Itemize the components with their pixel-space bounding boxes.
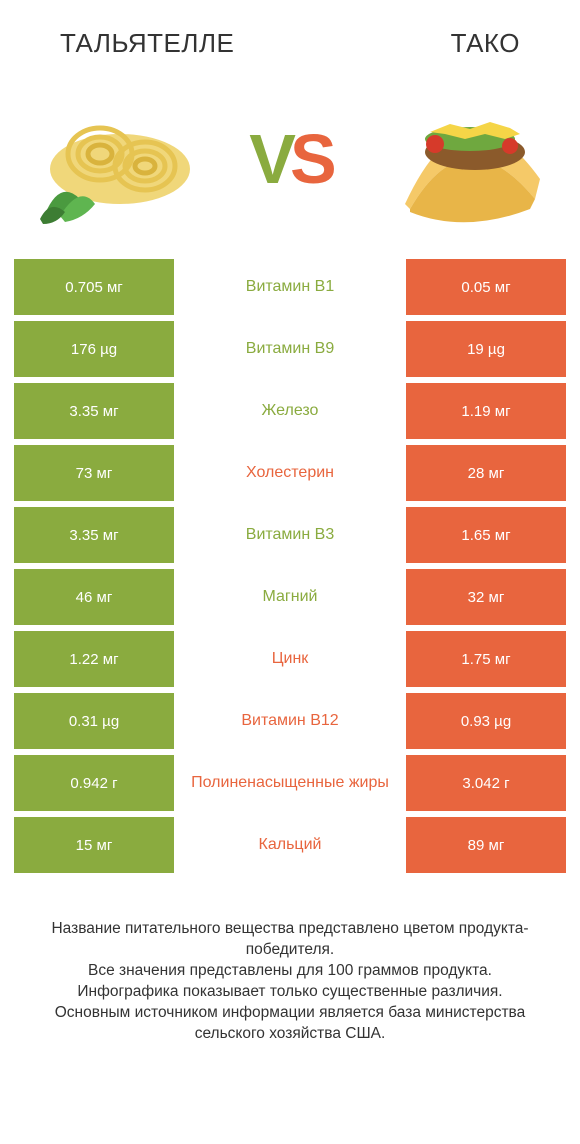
left-product-title: ТАЛЬЯТЕЛЛЕ xyxy=(60,28,234,59)
left-value-cell: 15 мг xyxy=(14,817,174,873)
table-row: 73 мгХолестерин28 мг xyxy=(14,445,566,501)
vs-s: S xyxy=(290,119,331,199)
footer-line: Основным источником информации является … xyxy=(24,1003,556,1045)
comparison-table: 0.705 мгВитамин B10.05 мг176 µgВитамин B… xyxy=(14,259,566,873)
vs-label: VS xyxy=(249,119,330,199)
right-value-cell: 28 мг xyxy=(406,445,566,501)
table-row: 0.705 мгВитамин B10.05 мг xyxy=(14,259,566,315)
left-value-cell: 3.35 мг xyxy=(14,383,174,439)
table-row: 15 мгКальций89 мг xyxy=(14,817,566,873)
nutrient-label: Железо xyxy=(174,383,406,439)
right-value-cell: 32 мг xyxy=(406,569,566,625)
nutrient-label: Витамин B1 xyxy=(174,259,406,315)
right-product-title: ТАКО xyxy=(451,28,520,59)
nutrient-label: Цинк xyxy=(174,631,406,687)
footer-line: Название питательного вещества представл… xyxy=(24,919,556,961)
footer-notes: Название питательного вещества представл… xyxy=(0,879,580,1045)
left-value-cell: 3.35 мг xyxy=(14,507,174,563)
right-value-cell: 1.65 мг xyxy=(406,507,566,563)
table-row: 3.35 мгВитамин B31.65 мг xyxy=(14,507,566,563)
nutrient-label: Полиненасыщенные жиры xyxy=(174,755,406,811)
table-row: 3.35 мгЖелезо1.19 мг xyxy=(14,383,566,439)
left-value-cell: 1.22 мг xyxy=(14,631,174,687)
nutrient-label: Витамин B9 xyxy=(174,321,406,377)
footer-line: Инфографика показывает только существенн… xyxy=(24,982,556,1003)
nutrient-label: Витамин B3 xyxy=(174,507,406,563)
nutrient-label: Кальций xyxy=(174,817,406,873)
left-value-cell: 46 мг xyxy=(14,569,174,625)
table-row: 0.942 гПолиненасыщенные жиры3.042 г xyxy=(14,755,566,811)
left-value-cell: 0.942 г xyxy=(14,755,174,811)
taco-image xyxy=(370,79,560,239)
left-value-cell: 176 µg xyxy=(14,321,174,377)
table-row: 1.22 мгЦинк1.75 мг xyxy=(14,631,566,687)
right-value-cell: 19 µg xyxy=(406,321,566,377)
left-value-cell: 0.31 µg xyxy=(14,693,174,749)
left-value-cell: 0.705 мг xyxy=(14,259,174,315)
nutrient-label: Холестерин xyxy=(174,445,406,501)
table-row: 176 µgВитамин B919 µg xyxy=(14,321,566,377)
nutrient-label: Витамин B12 xyxy=(174,693,406,749)
images-row: VS xyxy=(0,69,580,259)
right-value-cell: 3.042 г xyxy=(406,755,566,811)
right-value-cell: 0.05 мг xyxy=(406,259,566,315)
table-row: 0.31 µgВитамин B120.93 µg xyxy=(14,693,566,749)
left-value-cell: 73 мг xyxy=(14,445,174,501)
right-value-cell: 1.19 мг xyxy=(406,383,566,439)
vs-v: V xyxy=(249,119,290,199)
nutrient-label: Магний xyxy=(174,569,406,625)
right-value-cell: 89 мг xyxy=(406,817,566,873)
header: ТАЛЬЯТЕЛЛЕ ТАКО xyxy=(0,0,580,69)
table-row: 46 мгМагний32 мг xyxy=(14,569,566,625)
tagliatelle-image xyxy=(20,79,210,239)
right-value-cell: 0.93 µg xyxy=(406,693,566,749)
footer-line: Все значения представлены для 100 граммо… xyxy=(24,961,556,982)
right-value-cell: 1.75 мг xyxy=(406,631,566,687)
